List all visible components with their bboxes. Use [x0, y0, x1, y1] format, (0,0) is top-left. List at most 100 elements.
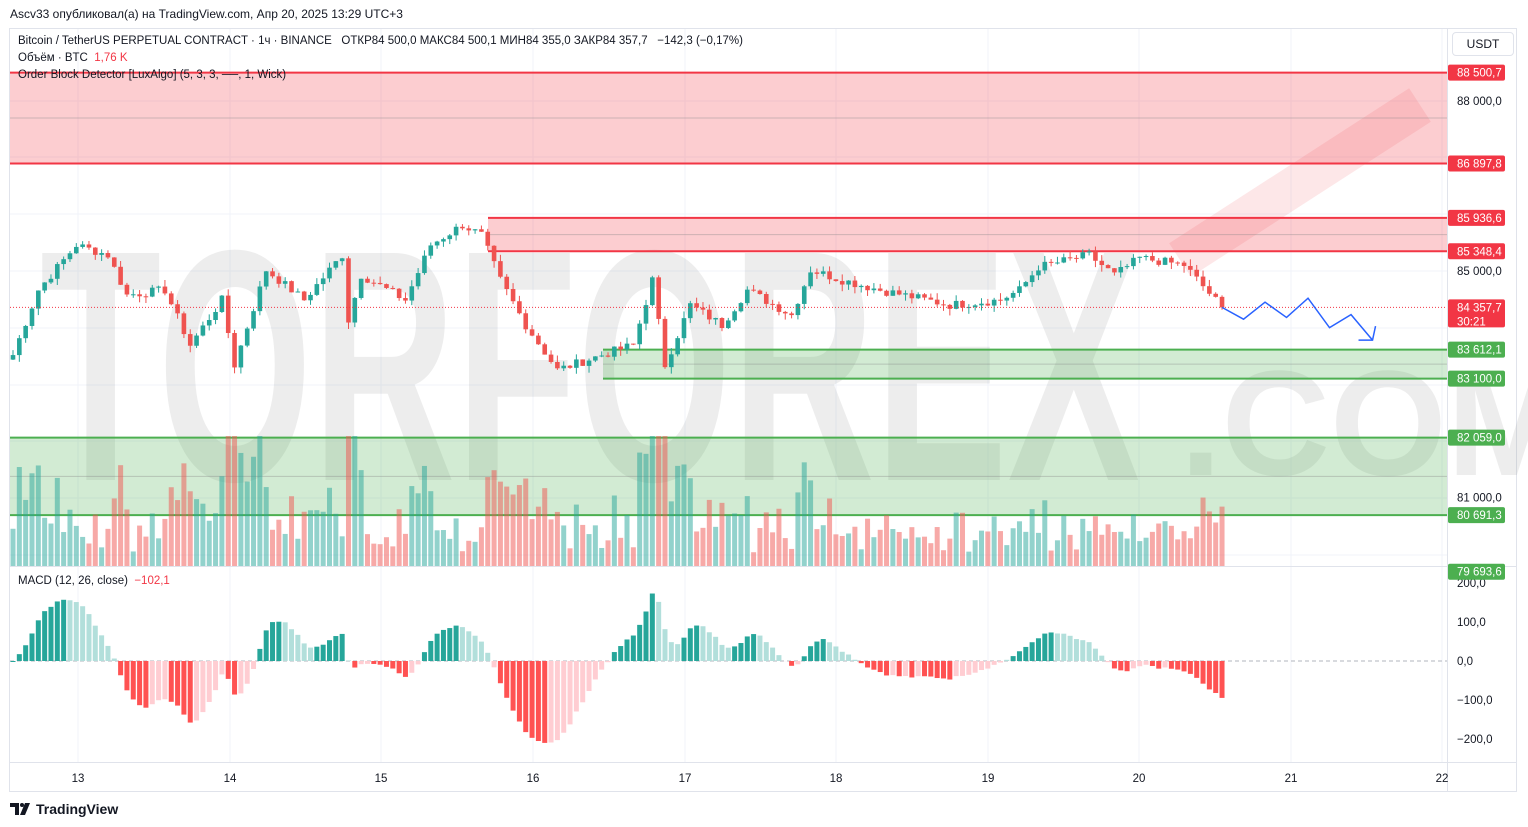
volume-bar — [947, 538, 953, 566]
macd-bar — [54, 601, 60, 661]
macd-bar — [377, 661, 383, 665]
volume-bar — [1054, 540, 1060, 566]
macd-bar — [1206, 661, 1212, 690]
volume-bar — [1004, 545, 1010, 566]
time-axis-label: 18 — [830, 773, 843, 785]
macd-label: MACD (12, 26, close) — [18, 575, 128, 587]
macd-bar — [257, 648, 263, 661]
macd-value: −102,1 — [134, 575, 170, 587]
macd-bar — [61, 599, 67, 661]
macd-bar — [719, 644, 725, 661]
candle-bullish — [352, 297, 358, 323]
macd-bar — [808, 646, 814, 661]
candle-bullish — [637, 323, 642, 345]
order-block-bullish — [603, 349, 1447, 379]
candle-bearish — [118, 266, 123, 285]
tradingview-logo[interactable]: TradingView — [10, 801, 118, 817]
candle-bullish — [681, 318, 687, 339]
candle-bearish — [466, 228, 472, 231]
candle-bullish — [738, 303, 744, 312]
candle-bullish — [612, 346, 617, 357]
macd-bar — [776, 655, 782, 661]
volume-bar — [1061, 515, 1067, 566]
candle-bearish — [396, 288, 402, 299]
macd-bar — [510, 661, 516, 711]
macd-bar — [35, 620, 41, 661]
macd-bar — [232, 661, 238, 695]
macd-bar — [1137, 661, 1143, 667]
macd-bar — [156, 661, 162, 701]
volume-bar — [377, 544, 383, 566]
volume-bar — [383, 537, 389, 566]
volume-legend[interactable]: Объём · BTC 1,76 K — [18, 52, 128, 64]
macd-bar — [327, 640, 332, 661]
candle-bearish — [757, 290, 763, 295]
macd-bar — [561, 661, 567, 733]
price-label-last — [1448, 299, 1505, 328]
volume-bar — [668, 501, 674, 566]
volume-bar — [23, 499, 29, 566]
chart-frame[interactable] — [9, 28, 1517, 792]
indicator-legend[interactable]: Order Block Detector [LuxAlgo] (5, 3, 3,… — [18, 69, 287, 81]
macd-legend[interactable]: MACD (12, 26, close) −102,1 — [18, 575, 170, 587]
volume-bar — [225, 436, 231, 566]
candle-bullish — [1042, 261, 1048, 271]
time-axis-label: 14 — [224, 773, 237, 785]
candle-bearish — [960, 300, 965, 308]
volume-bar — [687, 478, 693, 566]
macd-bar — [1073, 639, 1079, 661]
candle-bullish — [213, 312, 218, 321]
candle-bearish — [656, 277, 661, 319]
macd-axis-tick: 100,0 — [1457, 617, 1486, 629]
macd-bar — [421, 652, 427, 661]
macd-bar — [516, 661, 522, 722]
macd-bar — [865, 661, 871, 668]
volume-bar — [1194, 526, 1200, 566]
candle-bearish — [662, 318, 668, 368]
macd-bar — [934, 661, 940, 679]
macd-bar — [871, 661, 877, 670]
volume-bar — [459, 551, 465, 566]
candle-bullish — [1036, 270, 1041, 276]
volume-bar — [827, 498, 833, 566]
currency-selector[interactable]: USDT — [1452, 32, 1514, 56]
candle-bullish — [149, 287, 155, 297]
macd-bar — [472, 635, 478, 661]
candle-bullish — [915, 294, 921, 299]
candle-bullish — [1131, 257, 1136, 267]
candle-bearish — [877, 288, 883, 291]
symbol-name[interactable]: Bitcoin / TetherUS PERPETUAL CONTRACT · … — [18, 35, 332, 47]
candle-bearish — [1074, 257, 1079, 259]
candle-bearish — [947, 304, 953, 309]
candle-bullish — [1023, 282, 1029, 287]
volume-bar — [890, 529, 896, 566]
volume-bar — [1187, 538, 1193, 566]
candle-bearish — [567, 365, 573, 368]
macd-bar — [364, 661, 370, 664]
macd-bar — [130, 661, 136, 700]
candle-bearish — [941, 304, 946, 306]
volume-bar — [111, 498, 117, 566]
macd-bar — [42, 611, 48, 661]
volume-bar — [605, 540, 611, 566]
volume-bar — [73, 525, 79, 566]
macd-bar — [282, 622, 288, 661]
price-axis-tick: 81 000,0 — [1457, 493, 1502, 505]
candle-bearish — [270, 271, 275, 277]
candle-bullish — [1086, 251, 1092, 253]
candle-bearish — [896, 290, 902, 295]
volume-bar — [618, 537, 624, 566]
candle-bearish — [1067, 257, 1073, 259]
candle-bullish — [17, 338, 22, 356]
macd-bar — [251, 661, 257, 669]
candle-bullish — [257, 286, 263, 312]
volume-bar — [415, 493, 421, 566]
macd-bar — [137, 661, 143, 706]
candle-bearish — [555, 361, 560, 369]
volume-bar — [719, 502, 725, 566]
macd-bar — [143, 661, 149, 708]
candle-bearish — [1181, 262, 1187, 266]
volume-bar — [1137, 541, 1143, 566]
volume-bar — [700, 527, 706, 566]
